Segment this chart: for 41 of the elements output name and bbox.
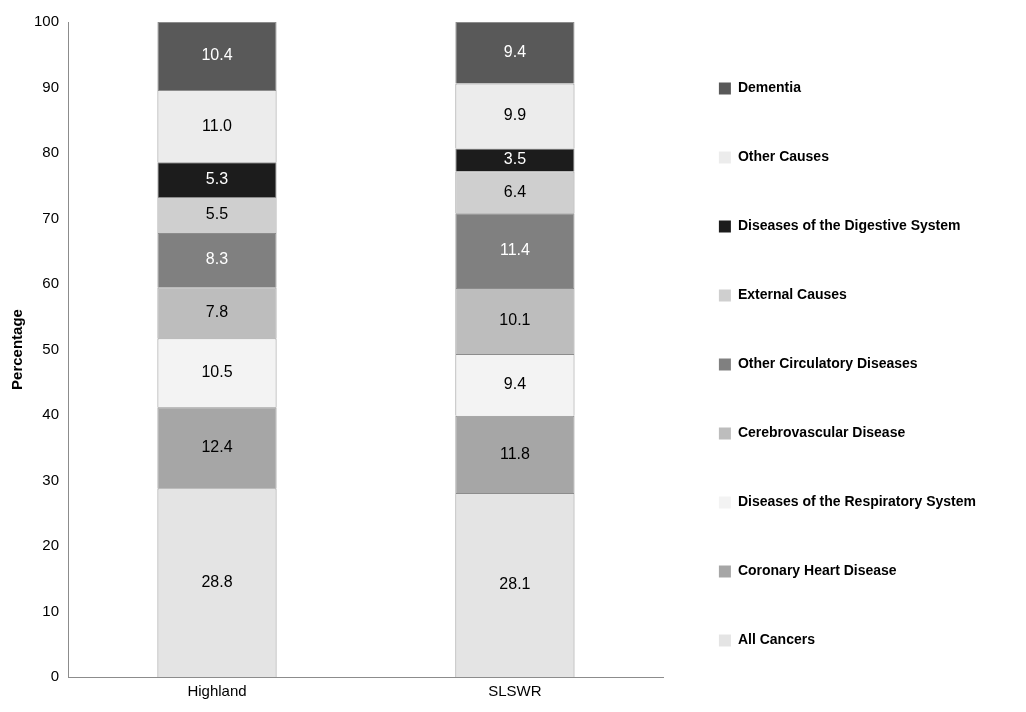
y-tick-label: 30 [42,470,60,488]
legend-label: Cerebrovascular Disease [737,424,906,441]
legend-label: Other Causes [737,148,830,165]
legend-label: Coronary Heart Disease [737,562,897,579]
data-label: 11.0 [202,116,233,134]
data-label: 5.3 [205,169,229,187]
y-tick-label: 60 [42,274,60,292]
data-label: 5.5 [205,205,229,223]
y-tick-label: 100 [34,12,60,30]
data-label: 12.4 [201,438,233,456]
data-label: 10.5 [201,363,233,381]
legend-label: Other Circulatory Diseases [737,355,918,372]
data-label: 7.8 [205,303,229,321]
y-tick-label: 10 [42,601,60,619]
legend-label: Dementia [737,79,802,96]
y-tick-label: 20 [42,536,60,554]
y-tick-label: 80 [42,143,60,161]
data-label: 9.4 [503,43,527,61]
x-tick-label: Highland [187,682,247,700]
data-label: 10.4 [201,46,233,64]
y-tick-label: 50 [42,339,60,357]
data-label: 6.4 [503,182,527,200]
legend-label: External Causes [737,286,848,303]
data-label: 28.8 [201,573,233,591]
x-tick-label: SLSWR [488,682,542,700]
data-label: 28.1 [499,575,531,593]
y-tick-label: 90 [42,77,60,95]
y-tick-label: 40 [42,405,60,423]
data-label: 11.8 [499,444,531,462]
data-label: 8.3 [205,250,229,268]
data-label: 9.9 [503,106,527,124]
data-label: 11.4 [499,241,531,258]
data-label: 10.1 [499,311,531,329]
legend-label: All Cancers [737,631,816,648]
y-tick-label: 70 [42,208,60,226]
legend-label: Diseases of the Respiratory System [737,493,977,510]
legend-label: Diseases of the Digestive System [737,217,961,234]
y-axis-title: Percentage [8,309,26,390]
y-tick-label: 0 [50,667,60,685]
data-label: 9.4 [503,375,527,393]
data-label: 3.5 [503,150,527,168]
